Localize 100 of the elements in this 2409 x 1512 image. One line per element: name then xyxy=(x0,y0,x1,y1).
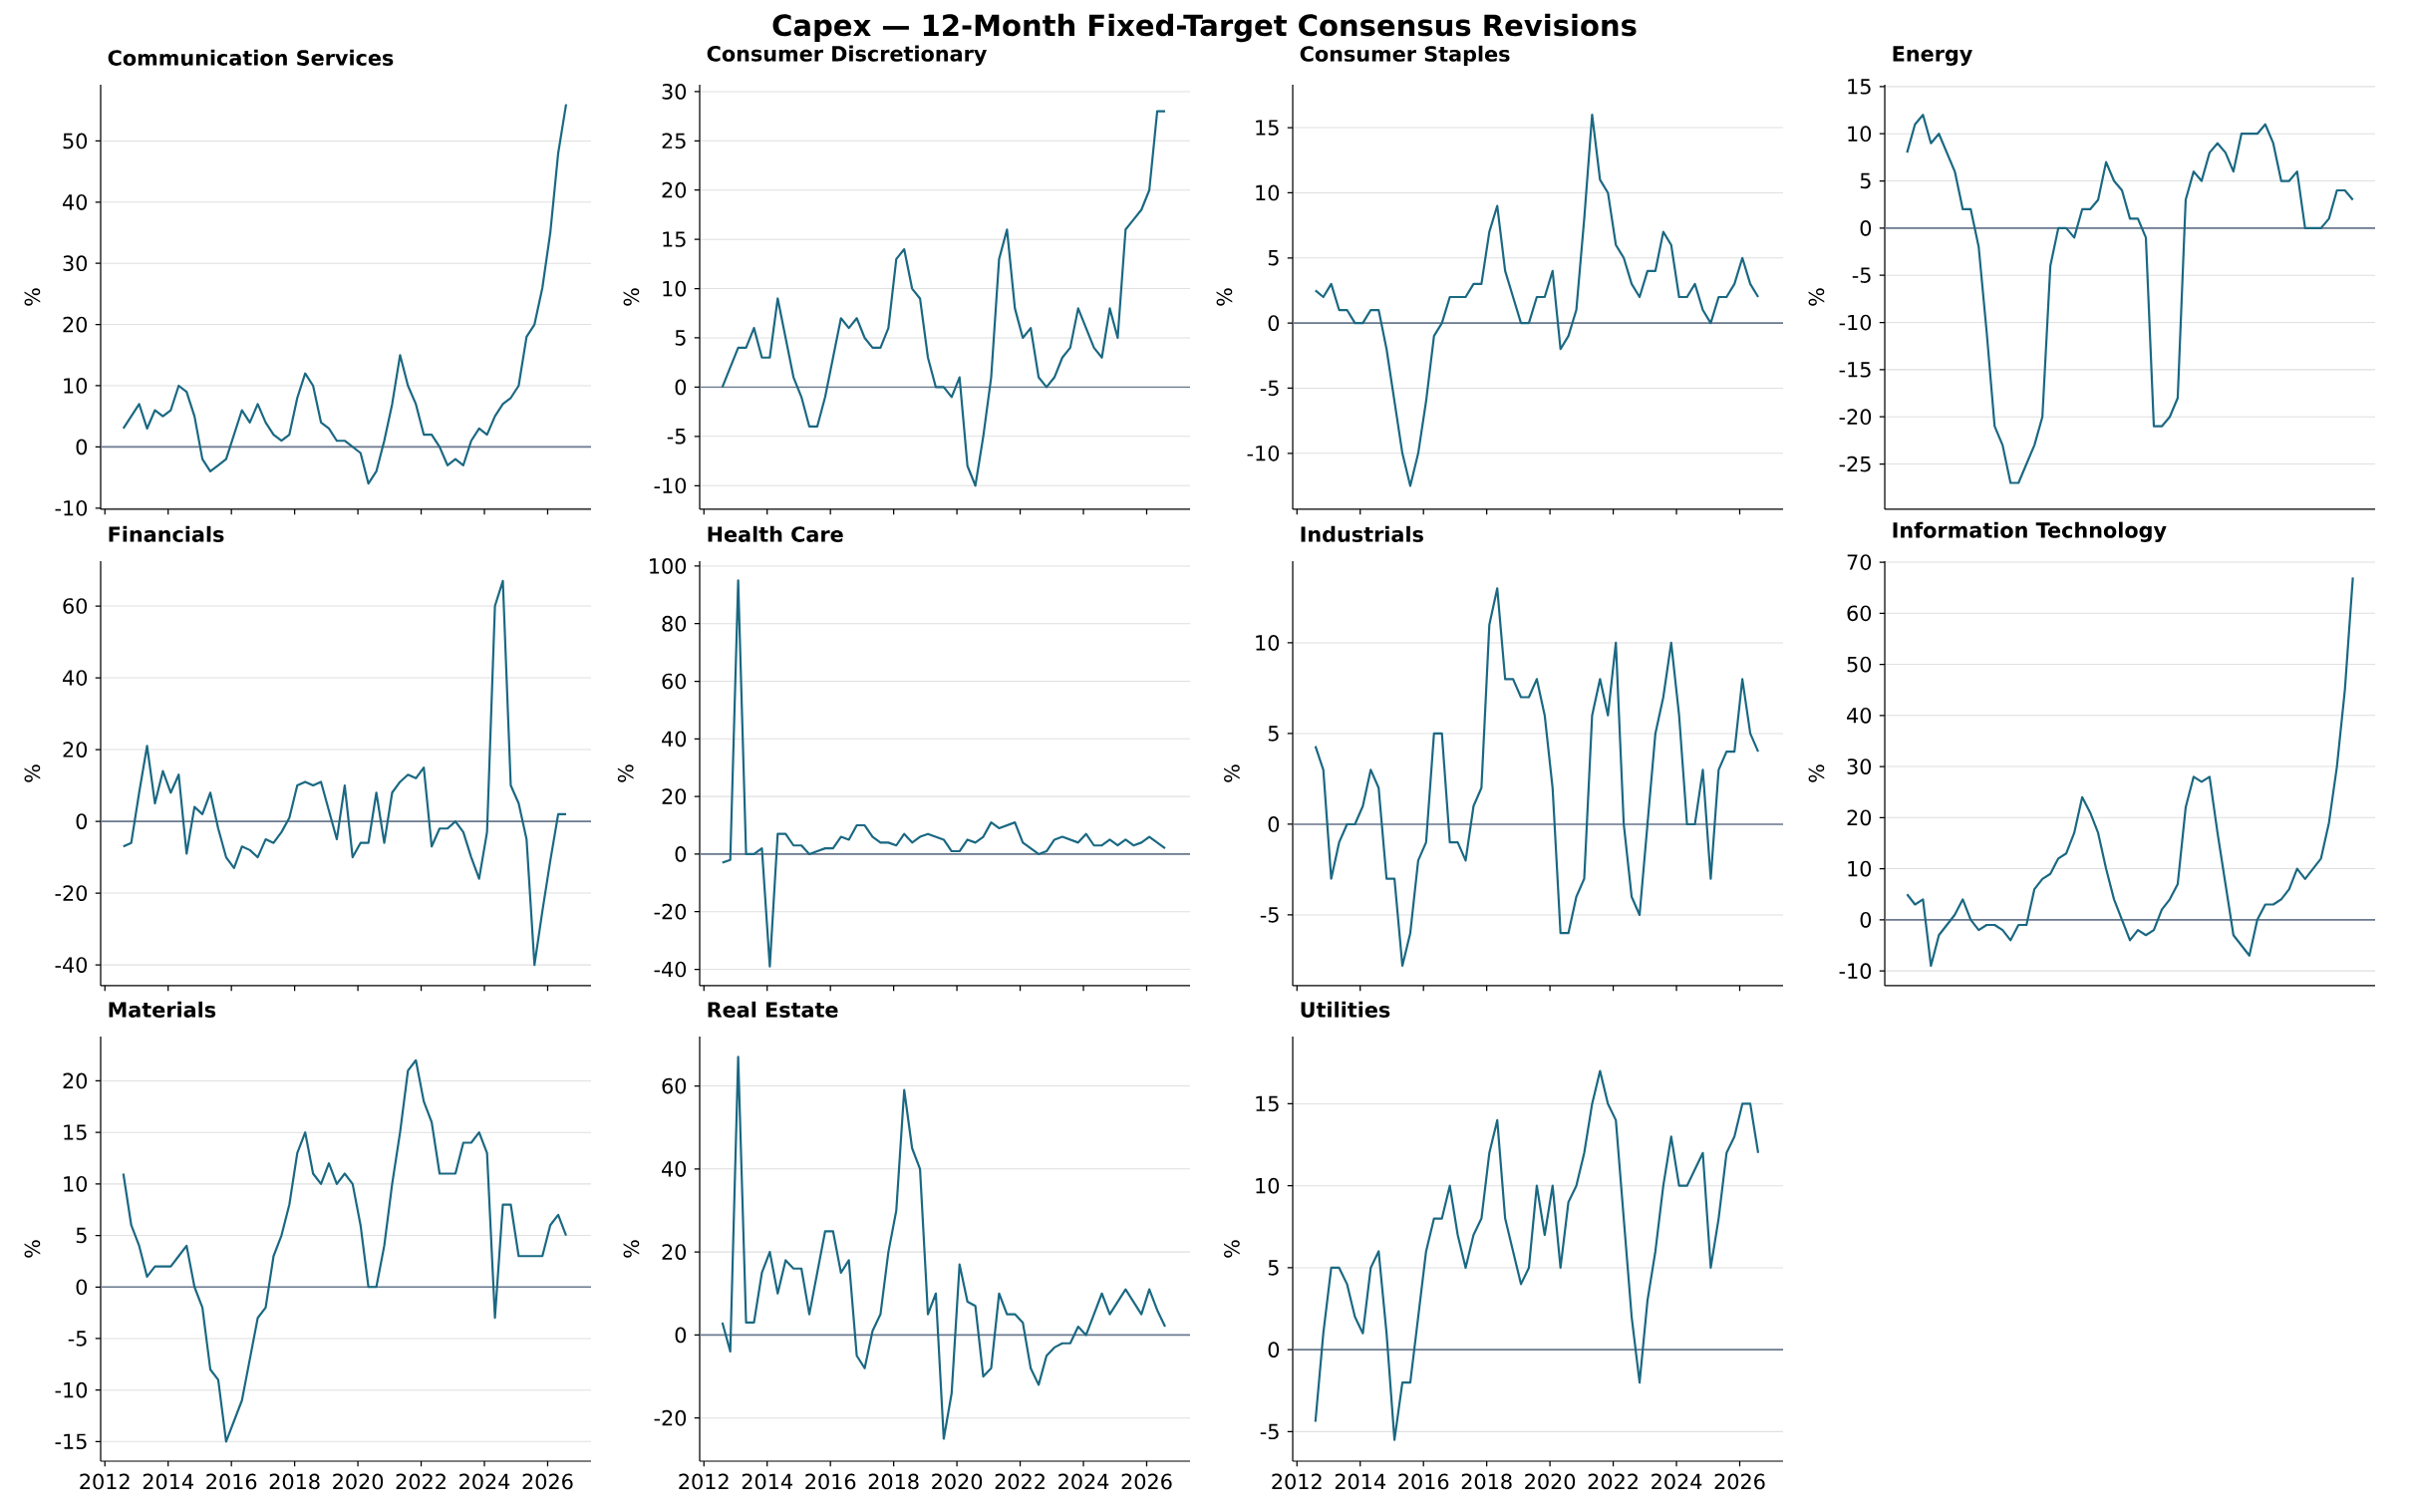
x-tick-label: 2022 xyxy=(995,1473,1045,1490)
y-tick-label: 10 xyxy=(1848,860,1872,877)
y-axis-title: % xyxy=(1224,1240,1240,1258)
x-tick-label: 2026 xyxy=(1714,1473,1765,1490)
chart-title: Communication Services xyxy=(108,49,394,66)
y-tick-label: -40 xyxy=(55,957,88,973)
y-tick-label: -25 xyxy=(1839,455,1871,472)
line-series xyxy=(1314,587,1760,968)
y-tick-label: -10 xyxy=(1839,963,1872,979)
y-tick-label: 15 xyxy=(1848,79,1871,95)
y-tick-label: 0 xyxy=(675,1327,687,1344)
x-tick-label: 2022 xyxy=(396,1473,446,1490)
chart-title: Energy xyxy=(1893,46,1972,66)
line-series xyxy=(122,579,568,967)
y-tick-label: 10 xyxy=(1256,184,1280,201)
chart-title: Financials xyxy=(109,525,224,542)
y-tick-label: 20 xyxy=(662,1244,687,1260)
y-tick-label: 0 xyxy=(76,439,88,455)
y-tick-label: 40 xyxy=(662,1160,687,1177)
y-axis-title: % xyxy=(24,288,41,306)
y-tick-label: 100 xyxy=(650,558,687,574)
y-tick-label: 0 xyxy=(675,379,687,396)
y-axis-title: % xyxy=(24,764,41,782)
line-series xyxy=(1906,576,2354,968)
y-tick-label: -20 xyxy=(654,903,687,920)
x-tick-label: 2026 xyxy=(522,1473,573,1490)
y-tick-label: -40 xyxy=(654,961,687,978)
y-tick-label: 0 xyxy=(1860,220,1872,236)
y-axis-title: % xyxy=(617,764,634,782)
y-tick-label: 20 xyxy=(63,1072,88,1089)
y-tick-label: 20 xyxy=(662,181,687,198)
y-tick-label: -15 xyxy=(1839,362,1871,378)
y-tick-label: -20 xyxy=(654,1409,687,1426)
y-axis-title: % xyxy=(1224,764,1240,782)
x-tick-label: 2016 xyxy=(1398,1473,1449,1490)
chart-title: Consumer Staples xyxy=(1300,45,1510,66)
y-axis-title: % xyxy=(623,1240,640,1258)
y-tick-label: -10 xyxy=(55,1381,88,1398)
y-tick-label: 10 xyxy=(1848,126,1872,143)
y-tick-label: 60 xyxy=(662,673,687,690)
y-tick-label: 5 xyxy=(1268,1260,1279,1276)
y-tick-label: 40 xyxy=(1847,707,1872,724)
y-tick-label: 10 xyxy=(64,1175,88,1192)
y-tick-label: 40 xyxy=(63,193,88,210)
x-tick-label: 2012 xyxy=(679,1473,729,1490)
y-tick-label: 20 xyxy=(63,742,88,757)
y-tick-label: -20 xyxy=(55,885,88,901)
line-series xyxy=(1314,1069,1760,1441)
y-tick-label: 15 xyxy=(1256,120,1279,136)
y-tick-label: 30 xyxy=(1847,758,1872,774)
y-tick-label: 5 xyxy=(1860,172,1871,189)
y-axis-title: % xyxy=(1808,764,1825,782)
y-tick-label: 50 xyxy=(63,133,88,150)
y-tick-label: -15 xyxy=(55,1433,87,1450)
text: Capex — 12-Month Fixed-Target Consensus Revisions xyxy=(772,13,1637,43)
x-tick-label: 2016 xyxy=(206,1473,257,1490)
chart-title: Utilities xyxy=(1301,1001,1390,1018)
y-tick-label: 20 xyxy=(1847,809,1872,826)
y-tick-label: 20 xyxy=(63,316,88,333)
x-tick-label: 2024 xyxy=(1058,1473,1109,1490)
y-tick-label: -5 xyxy=(1852,267,1871,283)
y-tick-label: 0 xyxy=(1268,315,1280,331)
y-tick-label: -5 xyxy=(1260,1423,1279,1440)
y-tick-label: 25 xyxy=(662,133,686,150)
y-tick-label: 0 xyxy=(1860,911,1872,928)
y-tick-label: 70 xyxy=(1847,554,1872,570)
y-tick-label: -10 xyxy=(1839,314,1872,331)
y-tick-label: 80 xyxy=(662,615,687,632)
x-tick-label: 2016 xyxy=(805,1473,856,1490)
x-tick-label: 2018 xyxy=(868,1473,919,1490)
y-tick-label: 60 xyxy=(662,1077,687,1094)
y-tick-label: -20 xyxy=(1839,409,1872,426)
chart-title: Consumer Discretionary xyxy=(707,45,987,66)
y-tick-label: -10 xyxy=(55,499,88,516)
y-tick-label: 10 xyxy=(663,280,687,297)
y-tick-label: 20 xyxy=(662,788,687,804)
x-tick-label: 2014 xyxy=(742,1473,792,1490)
y-tick-label: 60 xyxy=(1847,605,1872,622)
x-tick-label: 2024 xyxy=(1652,1473,1702,1490)
y-tick-label: 5 xyxy=(1268,726,1279,742)
x-tick-label: 2012 xyxy=(1272,1473,1322,1490)
y-tick-label: 0 xyxy=(76,1279,88,1296)
x-tick-label: 2018 xyxy=(269,1473,320,1490)
y-tick-label: 15 xyxy=(1256,1095,1279,1112)
y-tick-label: 30 xyxy=(662,84,687,100)
chart-title: Industrials xyxy=(1301,525,1423,542)
y-tick-label: 40 xyxy=(662,731,687,748)
y-tick-label: -10 xyxy=(654,477,687,494)
x-tick-label: 2020 xyxy=(932,1473,983,1490)
y-tick-label: -5 xyxy=(1260,907,1279,923)
x-tick-label: 2024 xyxy=(459,1473,510,1490)
x-tick-label: 2026 xyxy=(1121,1473,1172,1490)
y-tick-label: 0 xyxy=(1268,816,1280,832)
y-tick-label: -5 xyxy=(667,429,686,445)
y-tick-label: 10 xyxy=(64,378,88,394)
chart-title: Information Technology xyxy=(1893,521,2167,542)
y-tick-label: 10 xyxy=(1256,635,1280,651)
y-tick-label: 5 xyxy=(1268,250,1279,266)
y-tick-label: 30 xyxy=(63,255,88,272)
y-tick-label: 5 xyxy=(76,1227,87,1244)
